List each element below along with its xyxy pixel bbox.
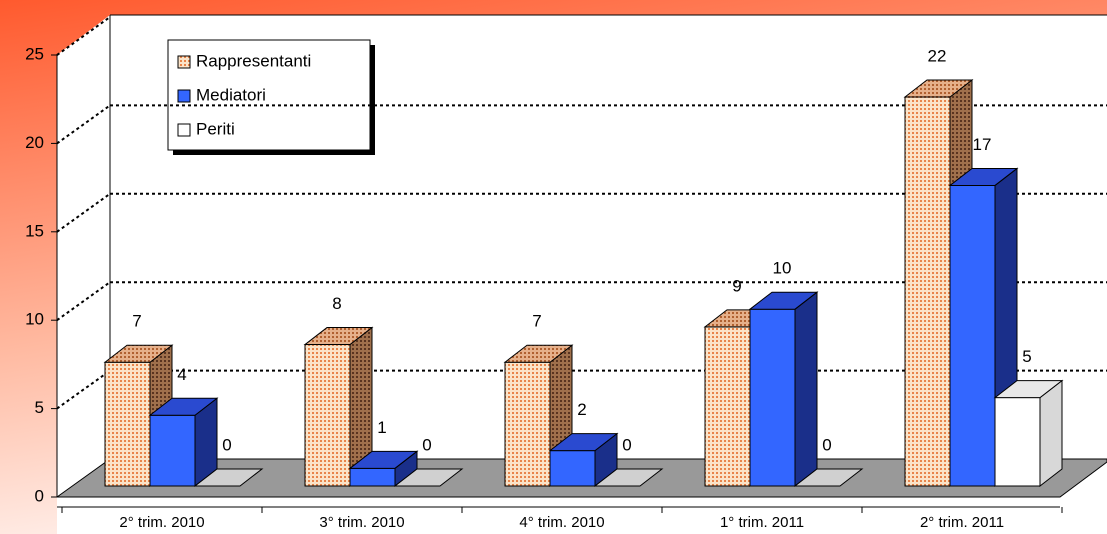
data-label: 7: [532, 312, 541, 331]
bar-top: [593, 468, 664, 487]
bar-side: [1039, 379, 1063, 488]
bar-front: [149, 414, 196, 487]
bar-front: [749, 308, 796, 487]
x-tick-label: 1° trim. 2011: [720, 514, 804, 531]
grid-line: [56, 104, 111, 145]
legend-label: Periti: [196, 119, 235, 138]
data-label: 0: [822, 435, 831, 454]
bar-top: [903, 79, 974, 98]
legend-label: Mediatori: [196, 85, 266, 104]
grid-line: [56, 16, 111, 56]
data-label: 0: [422, 435, 431, 454]
bar-front: [994, 397, 1041, 487]
bar: [348, 450, 419, 488]
data-label: 22: [928, 47, 947, 66]
data-label: 17: [973, 135, 992, 154]
bar-top: [793, 468, 864, 487]
bar: [193, 468, 264, 487]
data-label: 0: [222, 435, 231, 454]
legend-box: [167, 39, 371, 151]
y-tick-label: 10: [25, 310, 44, 329]
y-tick-label: 15: [25, 221, 44, 240]
bar-top: [993, 380, 1064, 399]
bar: [393, 468, 464, 487]
bar-top: [948, 167, 1019, 186]
bar-top: [348, 450, 419, 469]
bar-front: [949, 184, 996, 487]
bar-top: [303, 327, 374, 346]
data-label: 9: [732, 276, 741, 295]
bar-front: [504, 361, 551, 487]
data-label: 8: [332, 294, 341, 313]
data-label: 2: [577, 400, 586, 419]
bar: [148, 397, 219, 488]
bar: [748, 291, 819, 488]
x-tick-label: 4° trim. 2010: [519, 514, 604, 531]
bar-top: [748, 291, 819, 310]
y-tick-label: 0: [35, 486, 44, 505]
y-tick-label: 25: [25, 44, 44, 63]
bar-front: [549, 450, 596, 487]
bar-top: [193, 468, 264, 487]
bar-top: [393, 468, 464, 487]
bar: [593, 468, 664, 487]
bar-top: [503, 344, 574, 363]
bar-front: [704, 326, 751, 487]
bar: [993, 379, 1064, 488]
grid-line: [56, 192, 111, 233]
data-label: 5: [1022, 347, 1031, 366]
data-label: 1: [377, 418, 386, 437]
data-label: 7: [132, 312, 141, 331]
x-tick-label: 2° trim. 2011: [920, 514, 1004, 531]
x-tick-label: 2° trim. 2010: [119, 514, 204, 531]
x-tick-label: 3° trim. 2010: [319, 514, 404, 531]
bar-front: [304, 344, 351, 487]
grid-line: [56, 369, 111, 410]
y-tick-label: 5: [35, 398, 44, 417]
bar-front: [104, 361, 151, 487]
legend-swatch: [177, 89, 191, 103]
bar-top: [548, 433, 619, 452]
bar: [303, 326, 374, 488]
legend-swatch: [177, 123, 191, 137]
bar-front: [904, 96, 951, 487]
legend-swatch: [177, 55, 191, 69]
data-label: 10: [773, 259, 792, 278]
legend: Rappresentanti Mediatori Periti: [167, 39, 375, 155]
y-tick-label: 20: [25, 133, 44, 152]
data-label: 4: [177, 365, 186, 384]
bar-top: [148, 397, 219, 416]
bar-side: [794, 291, 818, 488]
data-label: 0: [622, 435, 631, 454]
legend-label: Rappresentanti: [196, 51, 311, 70]
bar-front: [349, 467, 396, 487]
bar: [793, 468, 864, 487]
grid-line: [56, 281, 111, 322]
bar-top: [103, 344, 174, 363]
